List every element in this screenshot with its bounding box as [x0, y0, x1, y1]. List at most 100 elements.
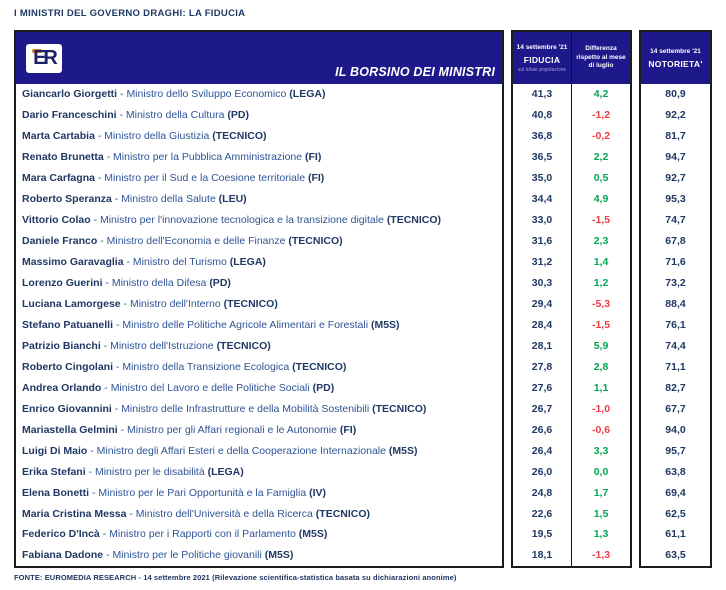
minister-role: - Ministro della Transizione Ecologica — [113, 360, 293, 373]
differenza-value: -1,5 — [571, 209, 630, 231]
fiducia-column-header: 14 settembre '21 FIDUCIA sul totale popo… — [513, 32, 571, 84]
minister-row: Lorenzo Guerini - Ministro della Difesa … — [16, 273, 502, 294]
minister-name: Renato Brunetta — [22, 151, 104, 164]
minister-party: (M5S) — [264, 549, 294, 562]
minister-role: - Ministro per il Sud e la Coesione terr… — [94, 172, 308, 185]
ministers-table-header: ER IL BORSINO DEI MINISTRI — [16, 32, 502, 84]
differenza-value: -1,3 — [571, 544, 630, 566]
fiducia-value: 22,6 — [531, 507, 553, 520]
notorieta-row: 94,0 — [641, 419, 710, 440]
fiducia-differenza-row: 29,4 -5,3 — [513, 293, 630, 315]
minister-role: - Ministro per le disabilità — [85, 465, 208, 478]
notorieta-row: 95,7 — [641, 440, 710, 461]
differenza-value: 2,8 — [571, 356, 630, 378]
minister-name: Stefano Patuanelli — [22, 318, 114, 331]
source-note: FONTE: EUROMEDIA RESEARCH - 14 settembre… — [14, 573, 457, 582]
differenza-value: 1,5 — [571, 503, 630, 525]
ministers-column-rows: Giancarlo Giorgetti - Ministro dello Svi… — [16, 84, 502, 566]
minister-name: Vittorio Colao — [22, 214, 91, 227]
notorieta-value: 71,1 — [665, 360, 686, 373]
notorieta-rows: 80,9 92,2 81,7 94,7 92,7 95,3 74,7 67,8 71,6 73,2… — [641, 84, 710, 566]
notorieta-row: 92,2 — [641, 105, 710, 126]
minister-party: (TECNICO) — [212, 130, 267, 143]
minister-row: Dario Franceschini - Ministro della Cult… — [16, 105, 502, 126]
fiducia-value: 26,4 — [531, 444, 553, 457]
fiducia-value: 30,3 — [531, 277, 553, 290]
minister-party: (IV) — [309, 486, 327, 499]
notorieta-value: 74,7 — [665, 214, 686, 227]
differenza-label: Differenza rispetto al mese di luglio — [576, 44, 626, 70]
minister-row: Luigi Di Maio - Ministro degli Affari Es… — [16, 440, 502, 461]
differenza-value: -0,6 — [571, 419, 630, 441]
fiducia-value: 24,8 — [531, 486, 553, 499]
minister-name: Giancarlo Giorgetti — [22, 88, 118, 101]
notorieta-row: 73,2 — [641, 273, 710, 294]
notorieta-row: 74,7 — [641, 210, 710, 231]
minister-row: Enrico Giovannini - Ministro delle Infra… — [16, 398, 502, 419]
minister-party: (TECNICO) — [223, 298, 278, 310]
minister-party: (FI) — [307, 172, 325, 185]
minister-party: (TECNICO) — [315, 507, 371, 520]
differenza-value: 1,4 — [571, 251, 630, 273]
minister-row: Roberto Cingolani - Ministro della Trans… — [16, 356, 502, 377]
minister-role: - Ministro delle Infrastrutture e della … — [111, 402, 373, 415]
differenza-value: 5,9 — [571, 335, 630, 357]
fiducia-differenza-row: 35,0 0,5 — [513, 167, 630, 189]
notorieta-row: 80,9 — [641, 84, 710, 105]
notorieta-value: 71,6 — [665, 256, 686, 269]
differenza-value: 2,3 — [571, 230, 630, 252]
fiducia-differenza-row: 28,4 -1,5 — [513, 314, 630, 336]
notorieta-value: 74,4 — [665, 339, 686, 352]
minister-name: Luigi Di Maio — [22, 444, 88, 457]
minister-name: Luciana Lamorgese — [22, 298, 121, 310]
minister-name: Massimo Garavaglia — [22, 256, 124, 269]
fiducia-differenza-row: 36,8 -0,2 — [513, 125, 630, 147]
notorieta-table: 14 settembre '21 NOTORIETA' 80,9 92,2 81,7… — [639, 30, 712, 568]
fiducia-value: 31,2 — [531, 256, 553, 269]
notorieta-label: NOTORIETA' — [648, 58, 703, 69]
minister-role: - Ministro dell'Istruzione — [100, 339, 217, 352]
minister-name: Mariastella Gelmini — [22, 423, 118, 436]
minister-role: - Ministro del Lavoro e delle Politiche … — [101, 381, 313, 394]
minister-party: (M5S) — [388, 444, 418, 457]
minister-name: Mara Carfagna — [22, 172, 95, 185]
minister-row: Stefano Patuanelli - Ministro delle Poli… — [16, 314, 502, 335]
differenza-value: 0,0 — [571, 461, 630, 483]
notorieta-row: 82,7 — [641, 377, 710, 398]
minister-party: (TECNICO) — [386, 214, 442, 227]
minister-name: Federico D'Incà — [22, 528, 100, 541]
minister-row: Renato Brunetta - Ministro per la Pubbli… — [16, 147, 502, 168]
fiducia-differenza-rows: 41,3 4,2 40,8 -1,2 36,8 -0,2 36,5 2,2 35,0 0,5 34,… — [513, 84, 630, 566]
minister-role: - Ministro dell'Interno — [120, 298, 224, 310]
notorieta-value: 62,5 — [665, 507, 686, 520]
minister-role: - Ministro della Cultura — [116, 109, 228, 122]
notorieta-column-header: 14 settembre '21 NOTORIETA' — [641, 32, 710, 84]
minister-name: Dario Franceschini — [22, 109, 117, 122]
notorieta-value: 94,0 — [665, 423, 686, 436]
fiducia-differenza-row: 41,3 4,2 — [513, 84, 630, 105]
fiducia-value: 36,8 — [531, 130, 553, 143]
notorieta-value: 73,2 — [665, 277, 686, 290]
notorieta-value: 94,7 — [665, 151, 686, 164]
minister-role: - Ministro per la Pubblica Amministrazio… — [103, 151, 306, 164]
notorieta-value: 63,5 — [665, 549, 686, 562]
notorieta-value: 95,3 — [665, 193, 686, 206]
minister-row: Giancarlo Giorgetti - Ministro dello Svi… — [16, 84, 502, 105]
minister-row: Marta Cartabia - Ministro della Giustizi… — [16, 126, 502, 147]
minister-row: Patrizio Bianchi - Ministro dell'Istruzi… — [16, 335, 502, 356]
notorieta-value: 95,7 — [665, 444, 686, 457]
notorieta-row: 61,1 — [641, 524, 710, 545]
minister-name: Erika Stefani — [22, 465, 86, 478]
notorieta-value: 80,9 — [665, 88, 686, 101]
minister-role: - Ministro per l'innovazione tecnologica… — [90, 214, 387, 227]
notorieta-value: 69,4 — [665, 486, 686, 499]
fiducia-subnote: sul totale popolazione — [517, 66, 567, 73]
minister-party: (M5S) — [298, 528, 328, 541]
minister-role: - Ministro per le Politiche giovanili — [103, 549, 265, 562]
differenza-value: -1,0 — [571, 398, 630, 420]
minister-party: (FI) — [305, 151, 322, 164]
fiducia-differenza-row: 18,1 -1,3 — [513, 544, 630, 566]
minister-name: Fabiana Dadone — [22, 549, 104, 562]
minister-name: Andrea Orlando — [22, 381, 102, 394]
ministers-table: ER IL BORSINO DEI MINISTRI Giancarlo Gio… — [14, 30, 504, 568]
